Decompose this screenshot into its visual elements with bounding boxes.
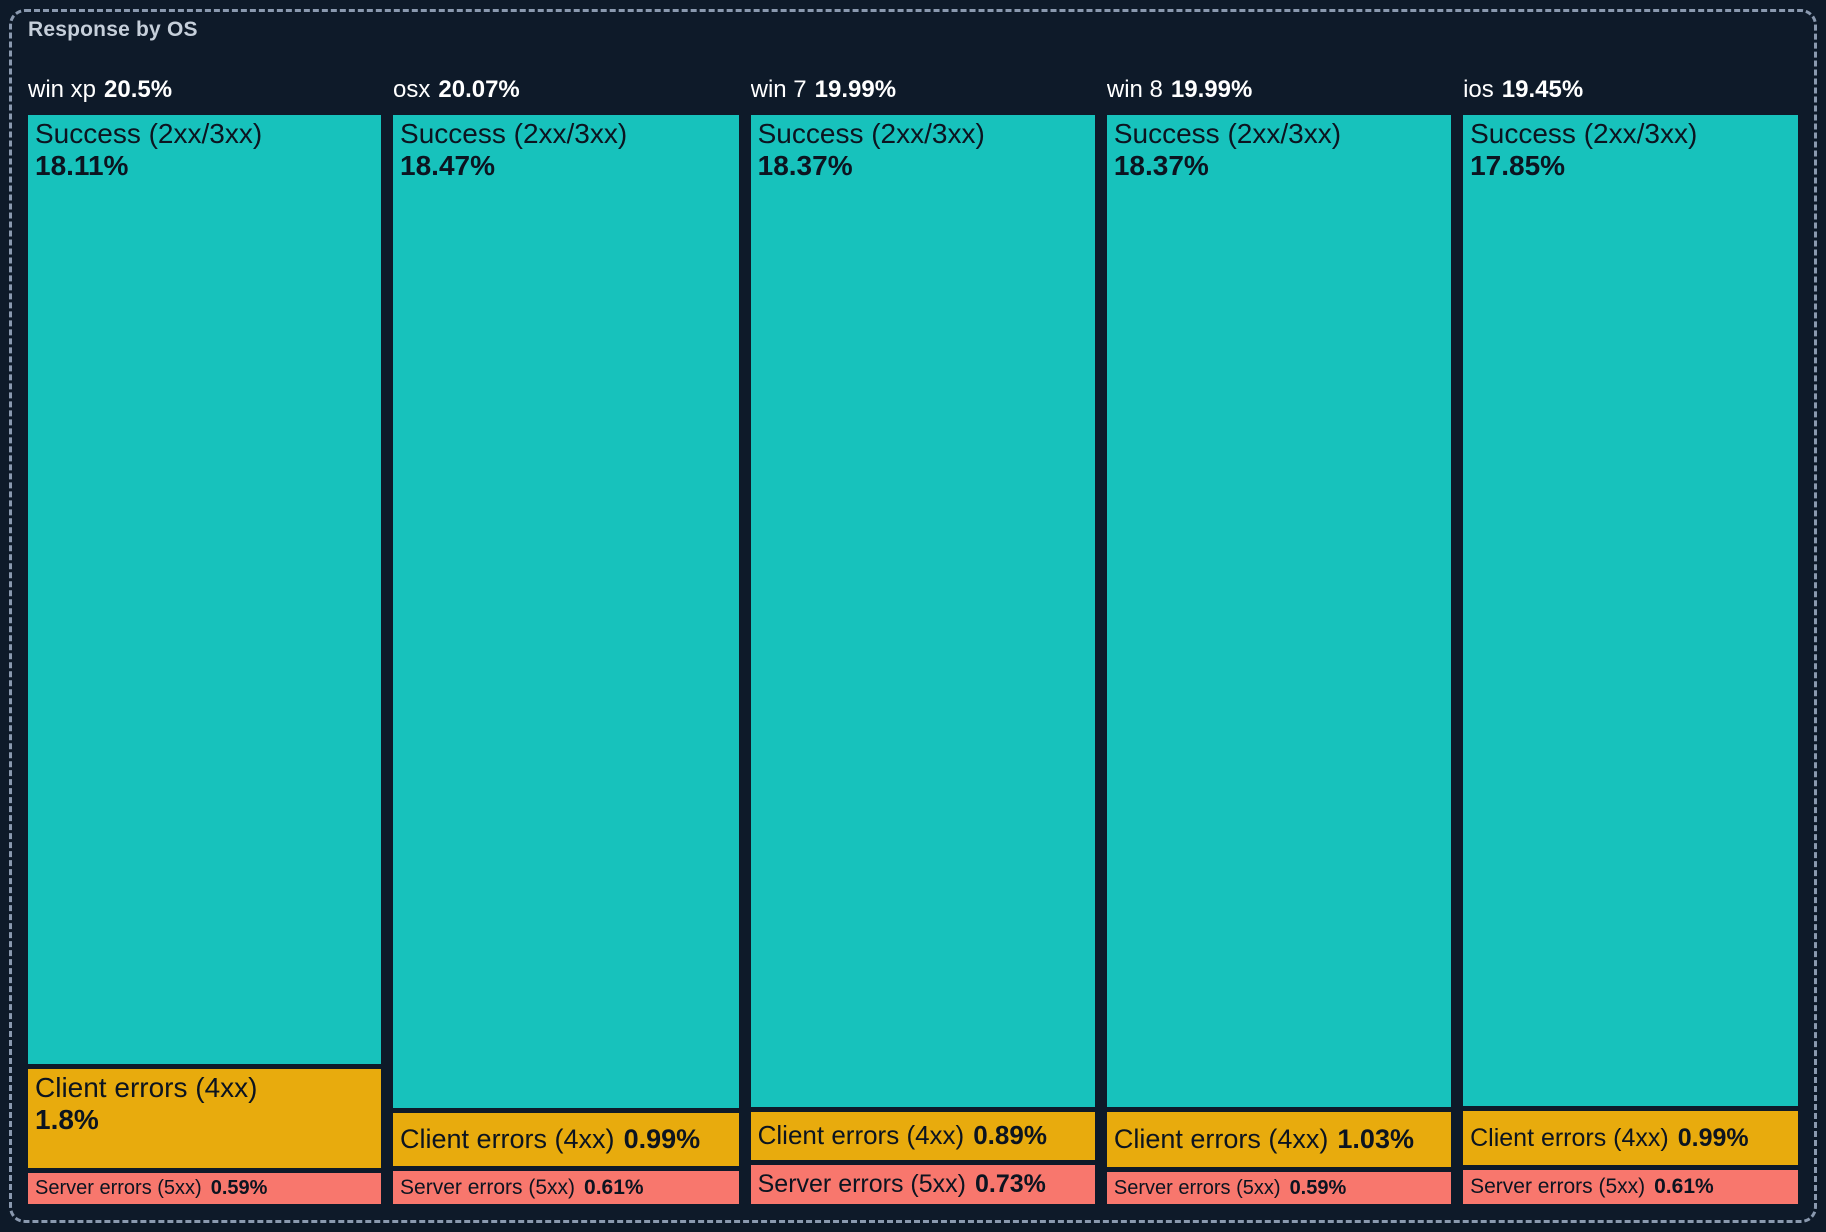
segment-value: 17.85% [1470, 150, 1566, 182]
segment-label: Client errors (4xx) [757, 1120, 965, 1151]
segment-client-errors[interactable]: Client errors (4xx) 1.8% [28, 1068, 382, 1169]
segment-value: 0.73% [975, 1169, 1046, 1198]
segment-value: 1.8% [35, 1104, 99, 1136]
segment-label: Server errors (5xx) [400, 1175, 576, 1199]
segment-label: Success (2xx/3xx) [400, 118, 628, 149]
segment-label: Success (2xx/3xx) [35, 118, 263, 149]
column-header: osx 20.07% [393, 76, 739, 106]
segment-success[interactable]: Success (2xx/3xx) 18.37% [1106, 115, 1452, 1108]
os-name: osx [393, 76, 431, 103]
segment-server-errors[interactable]: Server errors (5xx) 0.61% [1463, 1170, 1799, 1204]
column-segments: Success (2xx/3xx) 17.85% Client errors (… [1463, 115, 1799, 1204]
segment-label: Server errors (5xx) [1470, 1175, 1646, 1199]
segment-value: 18.11% [35, 150, 129, 182]
os-total: 19.99% [1170, 76, 1253, 103]
treemap-column-osx: osx 20.07% Success (2xx/3xx) 18.47% Clie… [393, 76, 739, 1204]
column-header: win 7 19.99% [751, 76, 1095, 106]
treemap-column-ios: ios 19.45% Success (2xx/3xx) 17.85% Clie… [1463, 76, 1799, 1204]
column-header: ios 19.45% [1463, 76, 1798, 106]
segment-value: 1.03% [1337, 1124, 1414, 1155]
os-total: 20.5% [104, 76, 173, 103]
os-total: 19.99% [814, 76, 897, 103]
segment-value: 0.61% [1654, 1175, 1714, 1199]
segment-client-errors[interactable]: Client errors (4xx) 0.89% [750, 1112, 1095, 1160]
segment-label: Client errors (4xx) [400, 1124, 615, 1155]
segment-server-errors[interactable]: Server errors (5xx) 0.61% [393, 1171, 739, 1204]
segment-client-errors[interactable]: Client errors (4xx) 0.99% [393, 1113, 739, 1167]
os-name: ios [1463, 76, 1494, 103]
segment-label: Success (2xx/3xx) [1470, 118, 1698, 149]
segment-success[interactable]: Success (2xx/3xx) 18.37% [750, 115, 1095, 1108]
segment-value: 0.61% [584, 1175, 644, 1199]
segment-label: Success (2xx/3xx) [1113, 118, 1342, 149]
segment-label: Client errors (4xx) [1470, 1123, 1669, 1152]
treemap-chart: win xp 20.5% Success (2xx/3xx) 18.11% Cl… [28, 76, 1799, 1204]
column-segments: Success (2xx/3xx) 18.47% Client errors (… [393, 115, 739, 1204]
segment-value: 0.59% [210, 1177, 268, 1200]
segment-label: Success (2xx/3xx) [757, 118, 985, 149]
column-segments: Success (2xx/3xx) 18.11% Client errors (… [28, 115, 382, 1204]
segment-value: 0.89% [973, 1120, 1047, 1151]
column-header: win xp 20.5% [28, 76, 381, 106]
os-name: win 7 [750, 76, 807, 103]
segment-value: 18.47% [400, 150, 495, 182]
segment-value: 0.99% [1677, 1123, 1749, 1152]
segment-success[interactable]: Success (2xx/3xx) 18.11% [28, 115, 382, 1064]
column-header: win 8 19.99% [1107, 76, 1451, 106]
segment-label: Server errors (5xx) [1113, 1176, 1281, 1199]
column-segments: Success (2xx/3xx) 18.37% Client errors (… [1106, 115, 1452, 1204]
segment-server-errors[interactable]: Server errors (5xx) 0.73% [750, 1164, 1095, 1204]
treemap-column-win-xp: win xp 20.5% Success (2xx/3xx) 18.11% Cl… [28, 76, 382, 1204]
segment-server-errors[interactable]: Server errors (5xx) 0.59% [28, 1173, 382, 1204]
os-total: 20.07% [438, 76, 520, 103]
segment-client-errors[interactable]: Client errors (4xx) 0.99% [1463, 1110, 1799, 1166]
os-total: 19.45% [1501, 76, 1584, 103]
segment-label: Client errors (4xx) [35, 1071, 258, 1103]
treemap-column-win-7: win 7 19.99% Success (2xx/3xx) 18.37% Cl… [750, 76, 1095, 1204]
os-name: win xp [28, 76, 97, 103]
os-name: win 8 [1106, 76, 1163, 103]
segment-success[interactable]: Success (2xx/3xx) 17.85% [1463, 115, 1799, 1106]
treemap-column-win-8: win 8 19.99% Success (2xx/3xx) 18.37% Cl… [1106, 76, 1452, 1204]
segment-value: 0.59% [1289, 1176, 1347, 1199]
segment-label: Client errors (4xx) [1113, 1124, 1329, 1155]
segment-label: Server errors (5xx) [757, 1169, 966, 1198]
segment-value: 18.37% [757, 150, 853, 182]
segment-server-errors[interactable]: Server errors (5xx) 0.59% [1106, 1172, 1452, 1204]
segment-value: 0.99% [623, 1124, 701, 1155]
panel-title: Response by OS [28, 18, 198, 41]
column-segments: Success (2xx/3xx) 18.37% Client errors (… [750, 115, 1095, 1204]
segment-label: Server errors (5xx) [35, 1177, 202, 1200]
segment-value: 18.37% [1113, 150, 1209, 182]
segment-client-errors[interactable]: Client errors (4xx) 1.03% [1106, 1112, 1452, 1168]
segment-success[interactable]: Success (2xx/3xx) 18.47% [393, 115, 739, 1109]
